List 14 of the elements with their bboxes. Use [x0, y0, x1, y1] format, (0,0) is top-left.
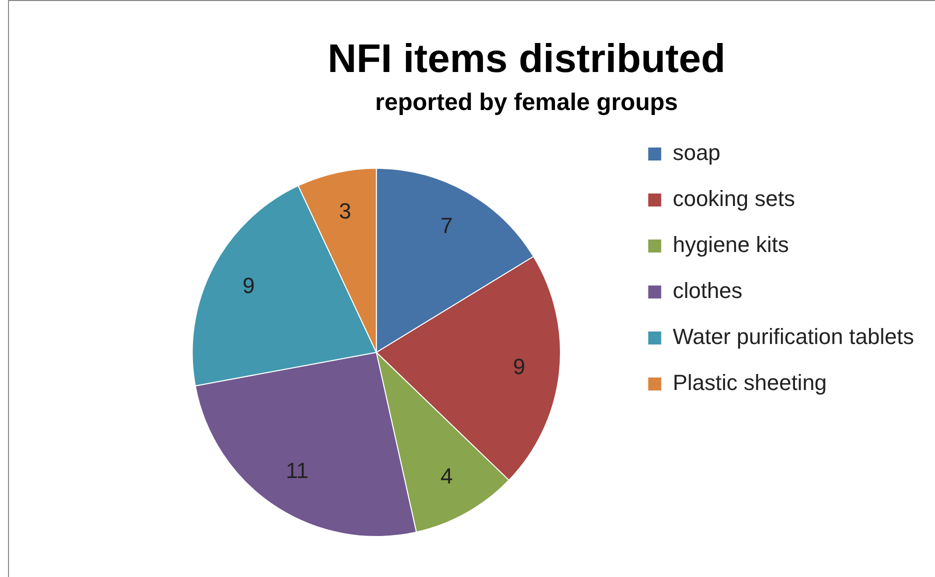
- data-label: 9: [512, 354, 526, 380]
- legend-label: hygiene kits: [672, 232, 789, 258]
- legend-label: soap: [672, 140, 720, 166]
- data-label: 11: [286, 458, 309, 484]
- legend-label: Plastic sheeting: [672, 370, 827, 396]
- legend-label: clothes: [672, 278, 742, 304]
- data-label: 4: [440, 464, 453, 489]
- data-label: 7: [440, 213, 453, 238]
- data-label: 9: [242, 272, 255, 298]
- legend-label: Water purification tablets: [672, 324, 914, 350]
- data-label: 3: [339, 198, 352, 224]
- legend-label: cooking sets: [672, 186, 796, 212]
- chart-title: NFI items distributed: [328, 37, 726, 82]
- chart-subtitle: reported by female groups: [375, 89, 678, 116]
